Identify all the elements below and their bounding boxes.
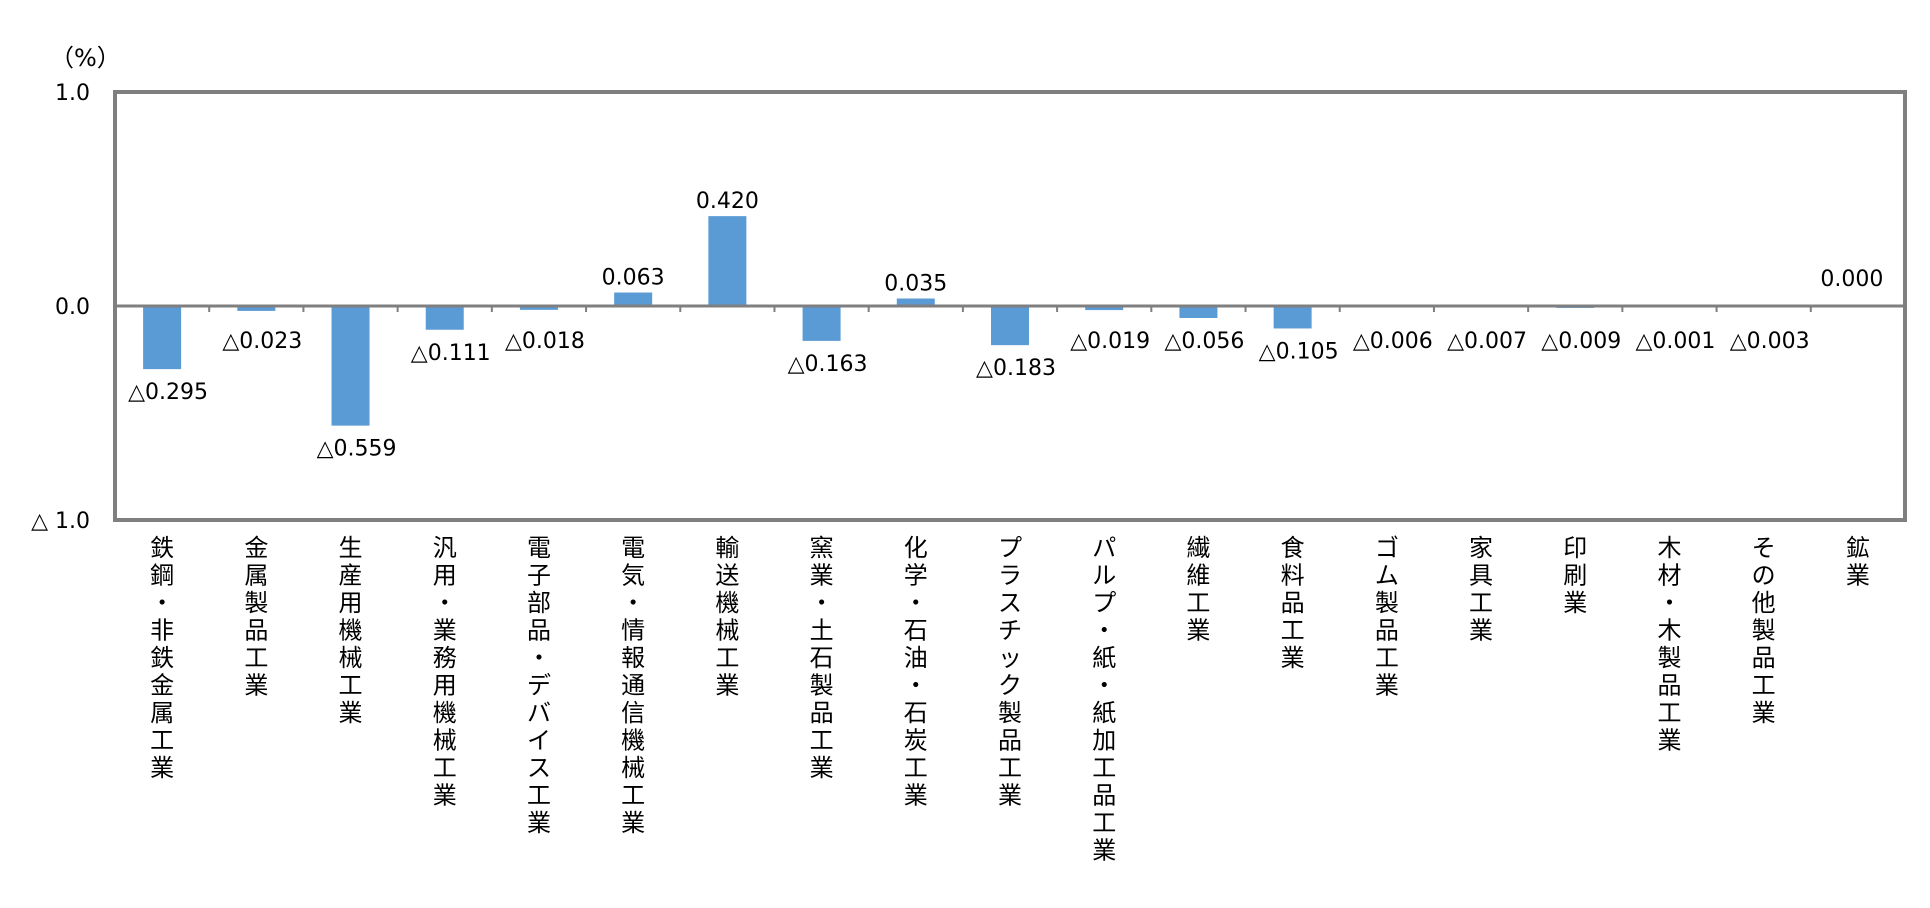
data-label: △0.006 — [1353, 329, 1433, 354]
category-label: 輸送機械工業 — [715, 534, 739, 700]
bar — [331, 306, 370, 426]
bar — [519, 306, 558, 310]
bar — [1273, 306, 1312, 329]
bar — [237, 306, 276, 311]
y-tick-label: △ 1.0 — [31, 509, 90, 534]
category-label: 木材・木製品工業 — [1657, 534, 1681, 755]
category-label: 金属製品工業 — [244, 534, 268, 700]
data-label: 0.063 — [602, 266, 665, 291]
data-label: △0.559 — [317, 437, 397, 462]
data-label: △0.056 — [1164, 329, 1244, 354]
data-label: △0.019 — [1070, 329, 1150, 354]
bar-series — [143, 216, 1783, 426]
y-axis-unit-label: （%） — [50, 44, 121, 72]
bar — [614, 292, 653, 306]
category-labels: 鉄鋼・非鉄金属工業 金属製品工業 生産用機械工業 汎用・業務用機械工業 電子部品・デバイ… — [150, 534, 1870, 865]
data-label: △0.183 — [976, 356, 1056, 381]
category-label: 食料品工業 — [1281, 534, 1305, 672]
bar — [991, 306, 1029, 346]
data-label: △0.001 — [1636, 329, 1716, 354]
bar — [1179, 306, 1218, 318]
y-axis-tick-labels: 1.0 0.0 △ 1.0 — [31, 81, 90, 534]
category-label: プラスチック製品工業 — [998, 534, 1022, 810]
data-label: △0.111 — [411, 341, 491, 366]
y-tick-label: 0.0 — [55, 295, 90, 320]
data-label: △0.018 — [505, 329, 585, 354]
data-labels: △0.295 △0.023 △0.559 △0.111 △0.018 0.063 0.420… — [128, 189, 1883, 462]
category-label: 汎用・業務用機械工業 — [433, 534, 457, 810]
category-label: 鉄鋼・非鉄金属工業 — [150, 534, 174, 782]
bar — [1085, 306, 1124, 311]
data-label: 0.000 — [1820, 267, 1883, 292]
category-label: 鉱業 — [1846, 534, 1870, 590]
data-label: △0.295 — [128, 380, 208, 405]
category-label: 窯業・土石製品工業 — [810, 534, 834, 782]
data-label: △0.023 — [222, 329, 302, 354]
category-label: 家具工業 — [1469, 534, 1493, 645]
data-label: △0.163 — [788, 352, 868, 377]
category-label: 電子部品・デバイス工業 — [527, 534, 551, 837]
category-label: 化学・石油・石炭工業 — [904, 534, 928, 810]
data-label: △0.009 — [1541, 329, 1621, 354]
category-label: 繊維工業 — [1186, 534, 1210, 645]
category-label: 電気・情報通信機械工業 — [621, 534, 645, 837]
y-tick-label: 1.0 — [55, 81, 90, 106]
bar — [708, 216, 747, 306]
bar — [425, 306, 464, 330]
data-label: △0.105 — [1259, 339, 1339, 364]
bar — [802, 306, 841, 341]
plot-frame — [113, 90, 1907, 522]
data-label: △0.007 — [1447, 329, 1527, 354]
bar — [143, 306, 182, 370]
data-label: △0.003 — [1730, 329, 1810, 354]
category-label: パルプ・紙・紙加工品工業 — [1092, 534, 1116, 865]
data-label: 0.035 — [884, 272, 947, 297]
category-label: その他製品工業 — [1752, 534, 1776, 727]
data-label: 0.420 — [696, 189, 759, 214]
bar — [896, 298, 935, 306]
category-label: ゴム製品工業 — [1375, 534, 1399, 700]
category-label: 生産用機械工業 — [339, 534, 363, 727]
category-label: 印刷業 — [1563, 534, 1587, 617]
